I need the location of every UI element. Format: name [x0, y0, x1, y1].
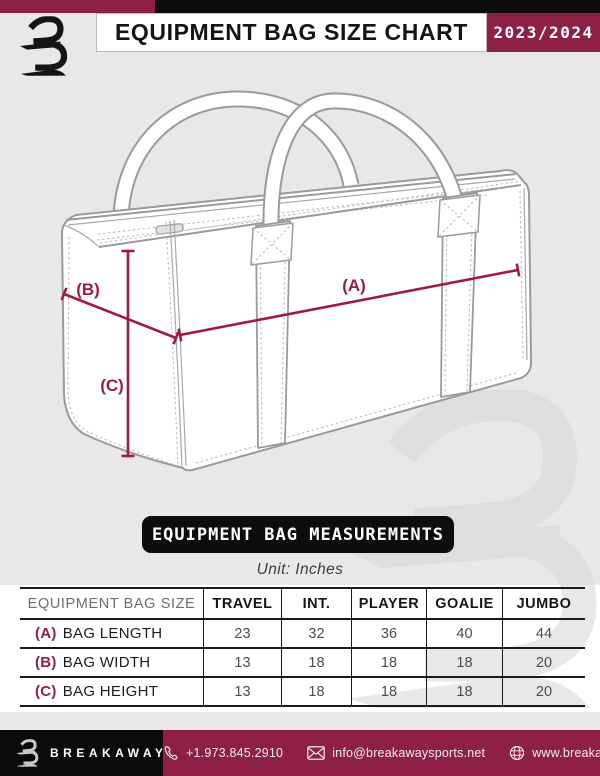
- table-cell: 36: [352, 620, 427, 647]
- table-cell: 20: [535, 654, 553, 671]
- table-cell: 20: [535, 683, 553, 700]
- row-label: (A) BAG LENGTH: [20, 620, 204, 647]
- row-label: (C) BAG HEIGHT: [20, 678, 204, 705]
- row-key: (A): [35, 625, 57, 642]
- table-cell: 18: [282, 678, 352, 705]
- table-cell: 13: [204, 678, 282, 705]
- footer: BREAKAWAY +1.973.845.2910 info@breakaway…: [0, 730, 600, 776]
- dimension-line-b: [63, 292, 177, 340]
- dimension-label-c: (C): [100, 376, 124, 395]
- dimension-label-a: (A): [342, 276, 366, 295]
- table-header-cell: EQUIPMENT BAG SIZE: [20, 589, 204, 618]
- table-cell: 40: [427, 620, 503, 647]
- unit-label: Unit: Inches: [256, 561, 344, 578]
- season-label: 2023/2024: [493, 23, 594, 42]
- top-bar: [0, 0, 600, 13]
- page-title: EQUIPMENT BAG SIZE CHART: [114, 19, 469, 45]
- phone-number: +1.973.845.2910: [186, 746, 284, 760]
- top-bar-accent: [0, 0, 155, 13]
- table-row-bag-length: (A) BAG LENGTH 23 32 36 40 44: [20, 620, 585, 649]
- brand-wordmark: BREAKAWAY: [50, 746, 168, 760]
- table-header-cell: PLAYER: [352, 589, 427, 618]
- measurements-banner: EQUIPMENT BAG MEASUREMENTS: [142, 516, 454, 553]
- table-header-cell: TRAVEL: [204, 589, 282, 618]
- title-box: EQUIPMENT BAG SIZE CHART: [96, 13, 487, 52]
- website-url: www.breakawaysports.net: [532, 746, 600, 760]
- row-label-text: BAG WIDTH: [62, 654, 151, 671]
- footer-contacts: +1.973.845.2910 info@breakawaysports.net…: [163, 730, 600, 776]
- website-contact: www.breakawaysports.net: [509, 745, 600, 761]
- table-cell: 18: [282, 649, 352, 676]
- table-cell: 18: [427, 678, 503, 705]
- table-cell: 23: [204, 620, 282, 647]
- table-cell: 18: [352, 678, 427, 705]
- table-cell: 32: [282, 620, 352, 647]
- bag-back-handle: [112, 90, 360, 218]
- table-header-cell: JUMBO: [516, 595, 572, 612]
- brand-logo-footer-icon: [16, 739, 41, 767]
- size-table: EQUIPMENT BAG SIZE TRAVEL INT. PLAYER GO…: [20, 587, 585, 707]
- table-cell: 18: [352, 649, 427, 676]
- dimension-lines: (A) (B) (C): [60, 249, 521, 458]
- table-cell: 13: [204, 649, 282, 676]
- row-label-text: BAG LENGTH: [62, 625, 163, 642]
- table-row-bag-height: (C) BAG HEIGHT 13 18 18 18 20: [20, 678, 585, 707]
- phone-contact: +1.973.845.2910: [163, 745, 283, 761]
- table-cell: 44: [535, 625, 553, 642]
- globe-icon: [510, 745, 525, 761]
- table-header-cell: GOALIE: [427, 589, 503, 618]
- row-key: (C): [35, 683, 57, 700]
- email-contact: info@breakawaysports.net: [307, 746, 485, 760]
- measurements-banner-label: EQUIPMENT BAG MEASUREMENTS: [151, 524, 445, 545]
- season-badge: 2023/2024: [487, 13, 600, 52]
- bag-illustration: (A) (B) (C): [60, 90, 533, 472]
- footer-brand: BREAKAWAY: [0, 730, 163, 776]
- row-key: (B): [35, 654, 57, 671]
- dimension-label-b: (B): [76, 280, 100, 299]
- bag-front-handle: [262, 92, 468, 252]
- row-label-text: BAG HEIGHT: [62, 683, 159, 700]
- email-address: info@breakawaysports.net: [332, 746, 486, 760]
- table-header-cell: INT.: [282, 589, 352, 618]
- bag-straps: [250, 192, 481, 449]
- dimension-line-a: [179, 268, 519, 337]
- row-label: (B) BAG WIDTH: [20, 649, 204, 676]
- phone-icon: [164, 746, 178, 760]
- table-header-row: EQUIPMENT BAG SIZE TRAVEL INT. PLAYER GO…: [20, 589, 585, 620]
- email-icon: [307, 746, 325, 760]
- table-row-bag-width: (B) BAG WIDTH 13 18 18 18 20: [20, 649, 585, 678]
- table-cell: 18: [427, 649, 503, 676]
